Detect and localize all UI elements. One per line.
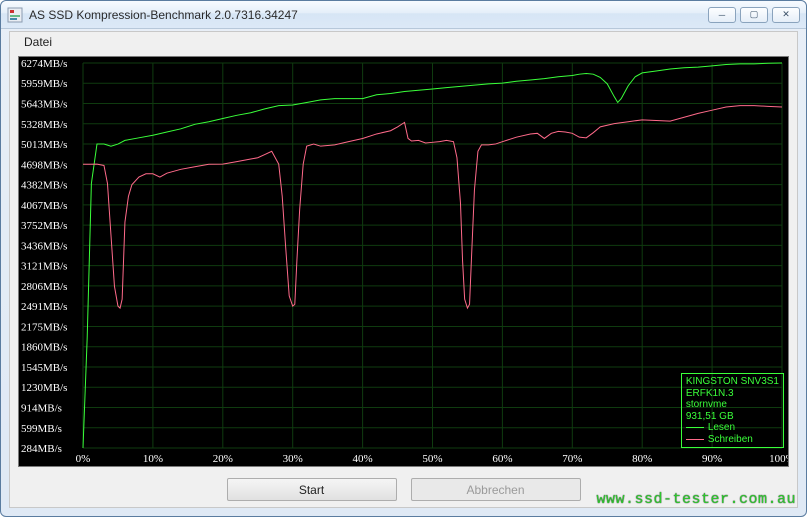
legend-capacity: 931,51 GB: [686, 411, 779, 423]
svg-text:2491MB/s: 2491MB/s: [21, 301, 67, 313]
start-button[interactable]: Start: [227, 478, 397, 501]
svg-text:5013MB/s: 5013MB/s: [21, 139, 67, 151]
legend-label-lesen: Lesen: [708, 422, 735, 434]
svg-text:5959MB/s: 5959MB/s: [21, 78, 67, 90]
client-area: Datei 284MB/s 599MB/s 914MB/s 1230MB/s 1545M…: [9, 31, 798, 508]
svg-text:0%: 0%: [76, 453, 91, 465]
menu-datei[interactable]: Datei: [18, 34, 58, 50]
legend-entry-lesen: Lesen: [686, 422, 779, 434]
svg-text:5643MB/s: 5643MB/s: [21, 99, 67, 111]
svg-text:2806MB/s: 2806MB/s: [21, 281, 67, 293]
svg-text:3121MB/s: 3121MB/s: [21, 261, 67, 273]
svg-text:4698MB/s: 4698MB/s: [21, 159, 67, 171]
svg-text:30%: 30%: [283, 453, 303, 465]
legend-device-line2: ERFK1N.3: [686, 388, 779, 400]
app-icon: [7, 7, 23, 23]
svg-text:100%: 100%: [769, 453, 788, 465]
svg-text:50%: 50%: [422, 453, 442, 465]
svg-text:2175MB/s: 2175MB/s: [21, 321, 67, 333]
legend-swatch-lesen: [686, 427, 704, 428]
svg-text:3752MB/s: 3752MB/s: [21, 220, 67, 232]
svg-text:90%: 90%: [702, 453, 722, 465]
svg-text:5328MB/s: 5328MB/s: [21, 119, 67, 131]
menubar: Datei: [10, 32, 797, 52]
svg-text:80%: 80%: [632, 453, 652, 465]
svg-text:10%: 10%: [143, 453, 163, 465]
svg-text:284MB/s: 284MB/s: [21, 443, 62, 455]
svg-text:1860MB/s: 1860MB/s: [21, 342, 67, 354]
cancel-button[interactable]: Abbrechen: [411, 478, 581, 501]
legend-swatch-schreiben: [686, 439, 704, 440]
legend-device-line1: KINGSTON SNV3S1: [686, 376, 779, 388]
close-button[interactable]: ✕: [772, 7, 800, 23]
app-window: AS SSD Kompression-Benchmark 2.0.7316.34…: [0, 0, 807, 517]
svg-text:4067MB/s: 4067MB/s: [21, 200, 67, 212]
svg-text:599MB/s: 599MB/s: [21, 423, 62, 435]
legend-label-schreiben: Schreiben: [708, 434, 753, 446]
chart-area: 284MB/s 599MB/s 914MB/s 1230MB/s 1545MB/s 186…: [18, 56, 789, 467]
window-controls: ─ ▢ ✕: [708, 7, 800, 23]
svg-text:3436MB/s: 3436MB/s: [21, 240, 67, 252]
svg-text:914MB/s: 914MB/s: [21, 403, 62, 415]
chart-svg: 284MB/s 599MB/s 914MB/s 1230MB/s 1545MB/s 186…: [19, 57, 788, 466]
svg-text:40%: 40%: [353, 453, 373, 465]
legend-entry-schreiben: Schreiben: [686, 434, 779, 446]
maximize-button[interactable]: ▢: [740, 7, 768, 23]
minimize-button[interactable]: ─: [708, 7, 736, 23]
svg-text:4382MB/s: 4382MB/s: [21, 180, 67, 192]
svg-text:70%: 70%: [562, 453, 582, 465]
svg-text:6274MB/s: 6274MB/s: [21, 58, 67, 70]
legend-box: KINGSTON SNV3S1 ERFK1N.3 stornvme 931,51…: [681, 373, 784, 448]
legend-device-line3: stornvme: [686, 399, 779, 411]
svg-text:20%: 20%: [213, 453, 233, 465]
svg-text:1230MB/s: 1230MB/s: [21, 382, 67, 394]
svg-text:1545MB/s: 1545MB/s: [21, 362, 67, 374]
svg-text:60%: 60%: [492, 453, 512, 465]
window-title: AS SSD Kompression-Benchmark 2.0.7316.34…: [29, 8, 708, 22]
titlebar[interactable]: AS SSD Kompression-Benchmark 2.0.7316.34…: [1, 1, 806, 29]
button-row: Start Abbrechen: [10, 478, 797, 501]
